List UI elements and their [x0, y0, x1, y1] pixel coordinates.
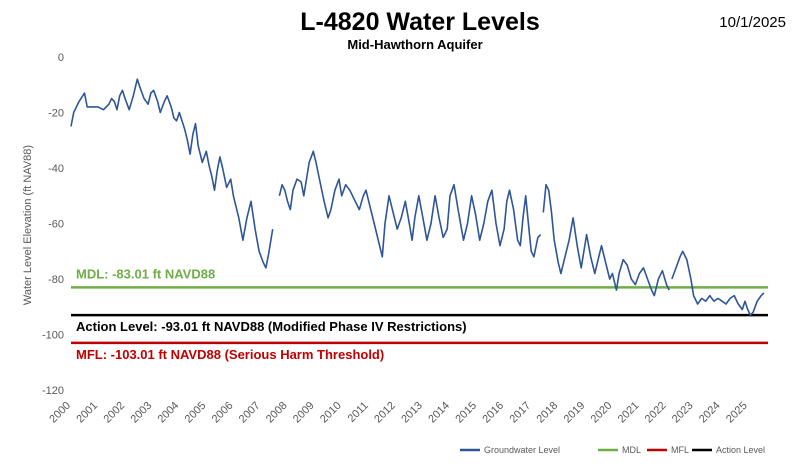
x-tick-label: 2019	[562, 400, 588, 426]
groundwater-level-line	[671, 250, 765, 316]
x-tick-label: 2014	[426, 400, 452, 426]
y-tick-label: -20	[48, 108, 64, 120]
x-tick-label: 2003	[129, 400, 155, 426]
x-tick-label: 2018	[535, 400, 561, 426]
x-tick-label: 2006	[210, 400, 236, 426]
x-tick-label: 2011	[346, 400, 371, 425]
y-axis-label: Water Level Elevation (ft NAV88)	[22, 145, 34, 305]
ref-label-mdl: MDL: -83.01 ft NAVD88	[76, 266, 215, 281]
y-axis-ticks: 0 -20 -40 -60 -80 -100 -120	[42, 52, 64, 397]
x-tick-label: 2013	[399, 400, 425, 426]
x-tick-label: 2005	[183, 400, 209, 426]
y-tick-label: -100	[42, 330, 64, 342]
y-tick-label: -60	[48, 219, 64, 231]
reference-lines	[71, 286, 768, 345]
y-tick-label: -40	[48, 163, 64, 175]
ref-label-mfl: MFL: -103.01 ft NAVD88 (Serious Harm Thr…	[76, 347, 384, 362]
x-tick-label: 2004	[156, 400, 182, 426]
legend-label: Groundwater Level	[484, 445, 560, 455]
x-tick-label: 2007	[237, 400, 263, 426]
x-tick-label: 2016	[480, 400, 506, 426]
ref-label-action-level: Action Level: -93.01 ft NAVD88 (Modified…	[76, 319, 467, 334]
y-tick-label: 0	[58, 52, 64, 64]
legend-label: Action Level	[716, 445, 765, 455]
x-tick-label: 2022	[643, 400, 669, 426]
chart-title: L-4820 Water Levels	[300, 8, 539, 36]
reference-annotations: MDL: -83.01 ft NAVD88 Action Level: -93.0…	[76, 266, 467, 362]
x-tick-label: 2023	[670, 400, 696, 426]
x-tick-label: 2010	[318, 400, 344, 426]
x-tick-label: 2001	[74, 400, 100, 426]
x-tick-label: 2015	[453, 400, 479, 426]
x-tick-label: 2021	[616, 400, 642, 426]
y-tick-label: -120	[42, 385, 64, 397]
series-layer	[70, 78, 765, 316]
x-axis-ticks: 2000 2001 2002 2003 2004 2005 2006 2007 2008 2009…	[47, 400, 749, 426]
x-tick-label: 2009	[291, 400, 317, 426]
legend-label: MFL	[671, 445, 689, 455]
x-tick-label: 2025	[724, 400, 750, 426]
x-tick-label: 2024	[697, 400, 723, 426]
groundwater-level-line	[542, 183, 670, 297]
y-tick-label: -80	[48, 274, 64, 286]
groundwater-level-line	[70, 78, 274, 269]
chart-subtitle: Mid-Hawthorn Aquifer	[347, 37, 482, 52]
x-tick-label: 2017	[507, 400, 533, 426]
x-tick-label: 2002	[101, 400, 127, 426]
x-tick-label: 2008	[264, 400, 290, 426]
legend-label: MDL	[622, 445, 641, 455]
groundwater-level-line	[278, 150, 542, 258]
x-tick-label: 2020	[589, 400, 615, 426]
x-tick-label: 2000	[47, 400, 73, 426]
chart-date: 10/1/2025	[719, 14, 786, 31]
legend: Groundwater Level MDL MFL Action Level	[460, 445, 765, 455]
x-tick-label: 2012	[372, 400, 398, 426]
